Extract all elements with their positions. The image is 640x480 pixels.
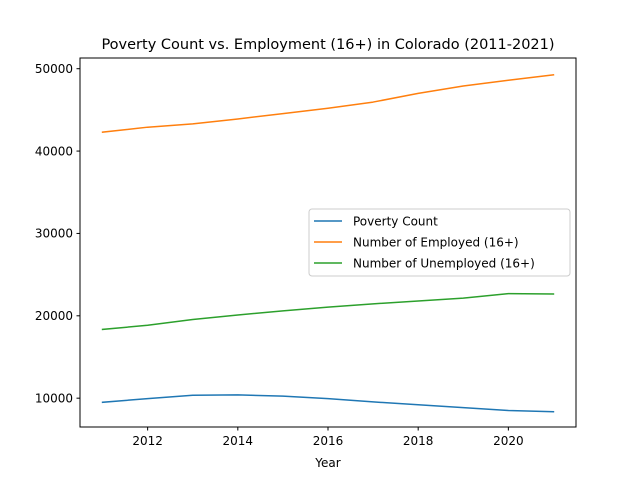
- x-tick-label: 2020: [493, 434, 524, 448]
- legend-box: [308, 208, 571, 277]
- y-tick-label: 50000: [35, 62, 73, 76]
- x-axis: 2012 2014 2016 2018 2020: [132, 427, 524, 448]
- y-tick-label: 20000: [35, 309, 73, 323]
- legend-label: Number of Unemployed (16+): [353, 256, 535, 270]
- series-line-3: [101, 292, 555, 331]
- x-tick-label: 2014: [223, 434, 254, 448]
- legend-label: Poverty Count: [353, 214, 438, 228]
- x-tick-label: 2018: [403, 434, 434, 448]
- chart-title: Poverty Count vs. Employment (16+) in Co…: [101, 37, 554, 53]
- y-tick-label: 10000: [35, 391, 73, 405]
- series-line-1: [101, 394, 555, 413]
- x-tick-label: 2016: [313, 434, 344, 448]
- x-axis-label: Year: [314, 456, 340, 470]
- series-line-2: [101, 74, 555, 133]
- x-tick-label: 2012: [132, 434, 163, 448]
- legend-label: Number of Employed (16+): [353, 235, 519, 249]
- legend: Poverty Count Number of Employed (16+) Num…: [308, 208, 571, 277]
- y-tick-label: 40000: [35, 144, 73, 158]
- y-axis: 10000 20000 30000 40000 50000: [35, 62, 80, 405]
- y-tick-label: 30000: [35, 227, 73, 241]
- series-layer: [101, 74, 555, 413]
